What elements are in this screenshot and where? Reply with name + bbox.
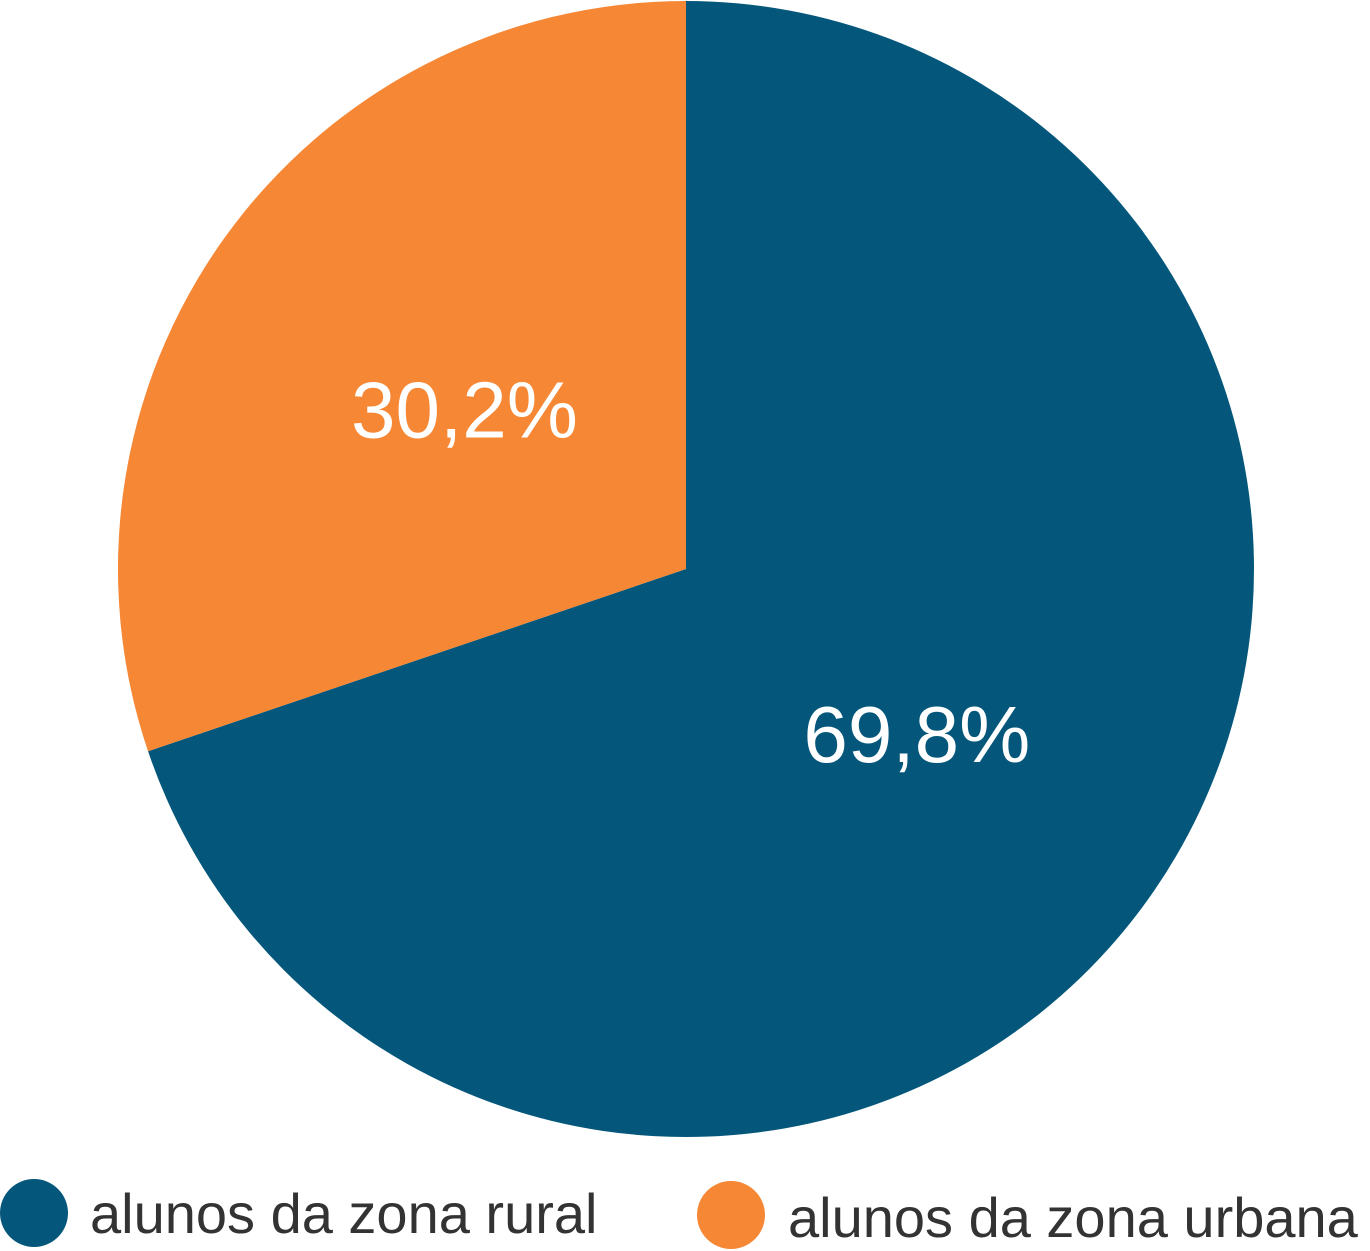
pie-labels: 69,8% 30,2% — [351, 366, 1030, 779]
legend-swatch-rural — [0, 1179, 68, 1247]
pie-slices — [117, 1, 1255, 1137]
legend-label-urban: alunos da zona urbana — [788, 1186, 1359, 1249]
legend: alunos da zona rural alunos da zona urba… — [0, 1179, 1359, 1249]
legend-label-rural: alunos da zona rural — [90, 1182, 597, 1245]
pie-slice-rural — [148, 1, 1255, 1137]
slice-label-rural: 69,8% — [803, 690, 1030, 779]
slice-label-urban: 30,2% — [351, 366, 578, 455]
pie-slice-urban — [117, 1, 686, 752]
legend-swatch-urban — [697, 1181, 765, 1249]
